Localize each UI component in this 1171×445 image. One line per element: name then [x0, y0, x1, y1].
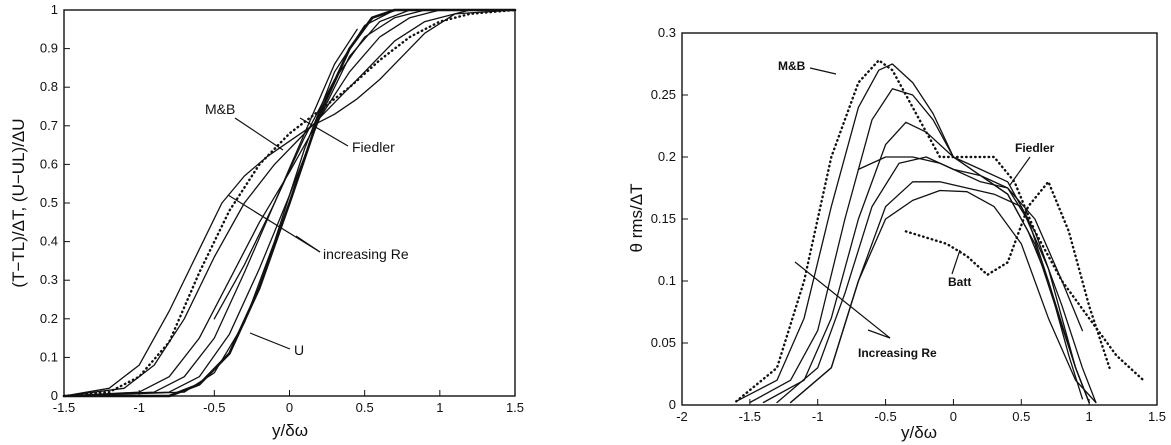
- right-y-tick-label: 0: [669, 397, 676, 412]
- left-series-line-2: [63, 9, 516, 397]
- annotation-increasing-re-left: increasing Re: [323, 246, 409, 262]
- left-y-tick-label: 0.4: [40, 234, 58, 249]
- left-y-tick-label: 0.8: [40, 79, 58, 94]
- annotation-increasing-re-right: Increasing Re: [858, 346, 937, 360]
- right-x-tick-label: -0.5: [874, 409, 896, 424]
- left-x-tick-label: 0: [286, 400, 293, 415]
- arrow-fiedler-right: [1009, 156, 1031, 186]
- right-series-line-9: [904, 180, 1111, 369]
- left-y-tick-label: 1: [51, 2, 58, 17]
- left-y-tick-label: 0: [51, 388, 58, 403]
- left-series-line-6: [63, 9, 516, 397]
- right-series-line-1: [735, 63, 1084, 402]
- left-series-line-3: [63, 9, 516, 397]
- right-y-tick-label: 0.2: [658, 149, 676, 164]
- right-x-axis-label: y/δω: [901, 423, 937, 442]
- right-y-tick-label: 0.15: [651, 211, 676, 226]
- left-series-line-9: [62, 8, 517, 398]
- right-y-axis-label: θ rms/ΔT: [627, 184, 646, 253]
- arrow-increasing-re-left-2: [295, 235, 321, 253]
- left-annotations: M&B Fiedler increasing Re U: [205, 101, 409, 358]
- right-x-tick-label: 0.5: [1012, 409, 1030, 424]
- left-y-axis-label: (T−TL)/ΔT, (U−UL)/ΔU: [9, 118, 28, 287]
- left-y-tick-label: 0.5: [40, 195, 58, 210]
- right-series-line-3: [762, 121, 1090, 404]
- left-y-tick-label: 0.6: [40, 156, 58, 171]
- left-x-tick-label: -1.5: [53, 400, 75, 415]
- left-axis-ticks: -1.5 -1 -0.5 0 0.5 1 1.5 0 0.1 0.2 0.3 0.4 0.5 0.6 0.7…: [40, 2, 524, 415]
- right-annotations: M&B Fiedler Batt Increasing Re: [778, 59, 1055, 360]
- arrow-mb-left: [234, 117, 284, 151]
- left-y-tick-label: 0.2: [40, 311, 58, 326]
- arrow-fiedler-left: [299, 117, 349, 147]
- left-y-tick-label: 0.7: [40, 118, 58, 133]
- right-x-tick-label: -2: [676, 409, 688, 424]
- right-y-tick-label: 0.3: [658, 25, 676, 40]
- left-chart-panel: -1.5 -1 -0.5 0 0.5 1 1.5 0 0.1 0.2 0.3 0.4 0.5 0.6 0.7…: [9, 2, 524, 440]
- left-y-tick-label: 0.3: [40, 272, 58, 287]
- left-x-tick-label: -0.5: [203, 400, 225, 415]
- arrow-mb-right: [809, 67, 837, 75]
- right-y-tick-label: 0.1: [658, 273, 676, 288]
- annotation-fiedler-right: Fiedler: [1015, 141, 1055, 155]
- left-series-line-8: [62, 8, 517, 398]
- left-x-tick-label: 0.5: [356, 400, 374, 415]
- annotation-batt-right: Batt: [948, 275, 971, 289]
- right-chart-panel: -2 -1.5 -1 -0.5 0 0.5 1 1.5 0 0.05 0.1 0.15 0.2 0.25 0…: [627, 25, 1166, 442]
- arrow-batt-right: [951, 249, 961, 275]
- arrow-increasing-re-right-2: [867, 329, 891, 339]
- right-x-tick-label: 1.5: [1148, 409, 1166, 424]
- right-series-line-8: [735, 59, 1145, 403]
- left-series-line-4: [63, 9, 516, 397]
- left-y-tick-label: 0.1: [40, 349, 58, 364]
- annotation-u-left: U: [294, 342, 304, 358]
- right-y-tick-label: 0.05: [651, 335, 676, 350]
- right-series-lines: [735, 59, 1145, 404]
- arrow-increasing-re-right: [794, 261, 891, 339]
- right-x-tick-label: -1: [812, 409, 824, 424]
- left-x-tick-label: 1: [436, 400, 443, 415]
- arrow-increasing-re-left: [227, 194, 321, 253]
- annotation-mb-left: M&B: [205, 101, 235, 117]
- right-x-tick-label: 1: [1086, 409, 1093, 424]
- left-series-line-7: [213, 28, 358, 320]
- left-series-lines: [62, 8, 517, 398]
- right-series-line-5: [789, 181, 1090, 404]
- right-series-line-7: [857, 156, 1084, 332]
- right-x-tick-label: 0: [950, 409, 957, 424]
- left-series-line-1: [63, 9, 516, 397]
- left-x-tick-label: -1: [133, 400, 145, 415]
- arrow-u-left: [249, 332, 291, 350]
- left-x-axis-label: y/δω: [272, 421, 308, 440]
- annotation-mb-right: M&B: [778, 59, 806, 73]
- annotation-fiedler-left: Fiedler: [352, 139, 395, 155]
- right-y-tick-label: 0.25: [651, 87, 676, 102]
- right-series-line-6: [789, 189, 1097, 404]
- right-axis-ticks: -2 -1.5 -1 -0.5 0 0.5 1 1.5 0 0.05 0.1 0.15 0.2 0.25 0…: [651, 25, 1166, 424]
- left-x-tick-label: 1.5: [506, 400, 524, 415]
- left-y-tick-label: 0.9: [40, 41, 58, 56]
- right-x-tick-label: -1.5: [739, 409, 761, 424]
